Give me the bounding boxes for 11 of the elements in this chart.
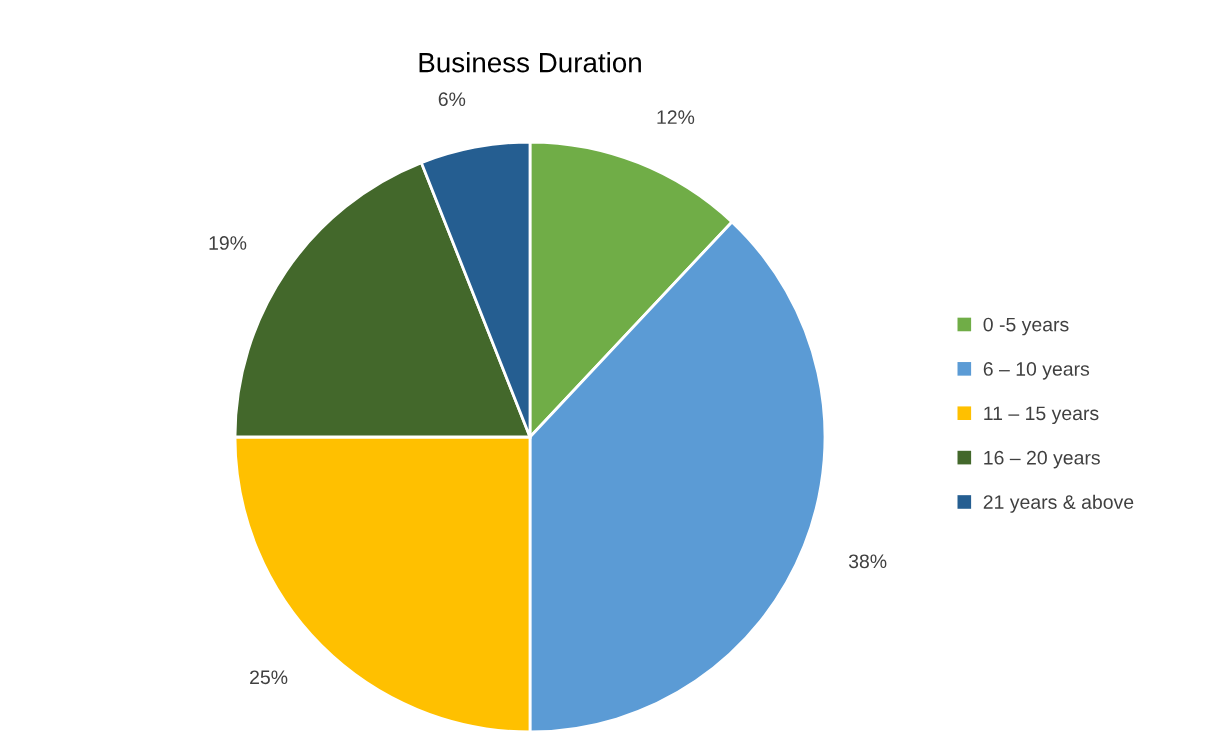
- data-label: 25%: [250, 670, 288, 685]
- data-label: 12%: [657, 110, 695, 124]
- legend-label: 0 -5 years: [983, 317, 1069, 336]
- legend-label: 6 – 10 years: [983, 362, 1090, 380]
- legend-label: 11 – 15 years: [984, 406, 1099, 425]
- legend-label: 21 years & above: [983, 494, 1134, 513]
- data-label: 6%: [438, 92, 466, 107]
- legend-label: 16 – 20 years: [984, 450, 1100, 469]
- data-label: 38%: [848, 554, 887, 569]
- chart-title: Business Duration: [419, 52, 641, 73]
- data-label: 19%: [209, 236, 247, 250]
